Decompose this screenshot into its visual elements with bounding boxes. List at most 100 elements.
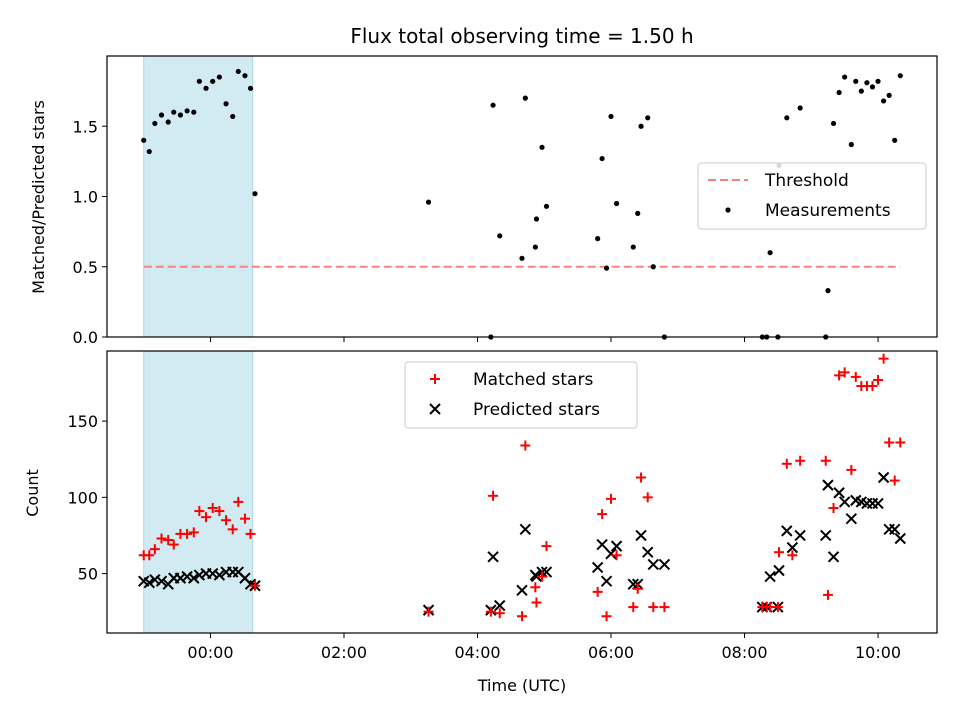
- cross-stroke-b: [138, 575, 150, 587]
- cross-stroke-b: [855, 496, 868, 508]
- measurement-point: [165, 119, 171, 125]
- cross-stroke-b: [833, 487, 845, 499]
- x-tick-label: 10:00: [855, 643, 901, 662]
- measurement-point: [880, 98, 887, 104]
- matched-star-point: [233, 496, 244, 507]
- bottom-y-axis-label: Count: [23, 469, 42, 517]
- matched-star-point: [144, 550, 155, 561]
- matched-star-point: [632, 583, 643, 594]
- matched-star-point: [606, 493, 617, 504]
- legend-measurements-label: Measurements: [765, 201, 891, 221]
- matched-star-point: [601, 611, 612, 622]
- legend-predicted-swatch: [429, 403, 441, 415]
- matched-star-point: [611, 550, 622, 561]
- cross-stroke-b: [494, 599, 506, 612]
- bottom-y-ticks: 50 100 150: [67, 412, 107, 584]
- cross-stroke-b: [193, 569, 206, 581]
- top-x-ticks: [209, 337, 879, 342]
- measurement-point: [497, 233, 503, 239]
- cross-stroke-b: [850, 494, 862, 507]
- x-tick-label: 06:00: [588, 643, 634, 662]
- cross-stroke-b: [174, 572, 187, 584]
- predicted-star-point: [820, 529, 832, 542]
- cross-stroke-b: [794, 529, 806, 542]
- top-panel: 0.0 0.5 1.0 1.5 Matched/Predicted stars Thr…: [29, 55, 938, 347]
- measurement-point: [897, 73, 903, 79]
- cross-stroke-b: [206, 567, 219, 580]
- top-shaded-region-layer: [143, 55, 254, 338]
- predicted-star-point: [658, 558, 671, 571]
- cross-stroke-b: [658, 558, 671, 571]
- measurement-point: [152, 120, 158, 127]
- legend-measurements-swatch: [725, 207, 731, 213]
- predicted-star-point: [642, 546, 654, 558]
- measurement-point: [886, 92, 892, 98]
- measurement-point: [216, 74, 222, 80]
- cross-stroke-b: [820, 529, 832, 542]
- matched-star-point: [188, 527, 199, 538]
- predicted-star-point: [647, 558, 659, 571]
- predicted-star-point: [786, 541, 799, 554]
- measurement-point: [203, 85, 209, 91]
- cross-stroke-b: [232, 566, 244, 578]
- measurement-point: [242, 73, 248, 79]
- predicted-star-point: [635, 529, 647, 542]
- measurement-point: [869, 84, 876, 90]
- bottom-y-tick-label: 100: [67, 488, 98, 507]
- predicted-star-point: [773, 564, 785, 577]
- matched-star-point: [194, 506, 205, 517]
- predicted-star-point: [516, 584, 528, 597]
- measurement-point: [141, 137, 147, 143]
- cross-stroke-b: [143, 576, 155, 589]
- matched-star-point: [772, 602, 783, 613]
- matched-star-point: [884, 437, 895, 448]
- top-legend-box: [697, 162, 927, 230]
- matched-star-point: [846, 464, 857, 475]
- measurement-point: [543, 203, 550, 209]
- measurement-point: [595, 236, 601, 242]
- measurement-point: [767, 250, 773, 256]
- matched-star-point: [597, 509, 608, 520]
- measurement-point: [235, 68, 241, 75]
- cross-stroke-b: [519, 523, 532, 536]
- matched-star-point: [787, 550, 798, 561]
- predicted-star-point: [838, 496, 851, 508]
- predicted-star-point: [600, 575, 613, 587]
- matched-star-point: [820, 455, 831, 466]
- predicted-star-point: [781, 525, 793, 537]
- cross-stroke-b: [149, 573, 161, 586]
- observing-window-shade: [143, 350, 254, 634]
- cross-stroke-b: [181, 570, 193, 583]
- measurement-point: [533, 216, 540, 222]
- predicted-star-point: [889, 523, 901, 536]
- measurement-point: [252, 191, 258, 197]
- cross-stroke-b: [429, 403, 441, 415]
- predicted-star-point: [206, 567, 219, 580]
- matched-star-point: [163, 535, 174, 546]
- matched-star-point: [201, 512, 212, 523]
- predicted-star-point: [866, 497, 879, 510]
- cross-stroke-b: [155, 575, 168, 587]
- predicted-star-point: [894, 532, 906, 545]
- measurement-point: [247, 85, 254, 91]
- measurement-point: [784, 115, 790, 121]
- measurement-point: [177, 112, 184, 118]
- measurement-point: [608, 113, 614, 120]
- cross-stroke-b: [213, 569, 226, 581]
- matched-star-point: [795, 455, 806, 466]
- cross-stroke-b: [244, 578, 257, 590]
- cross-stroke-b: [610, 540, 623, 552]
- cross-stroke-b: [838, 496, 851, 508]
- matched-star-point: [648, 602, 659, 613]
- top-y-axis-label: Matched/Predicted stars: [29, 100, 48, 294]
- matched-star-point: [659, 602, 670, 613]
- x-tick-label: 02:00: [321, 643, 367, 662]
- measurement-point: [146, 148, 152, 155]
- matched-star-point: [541, 541, 552, 552]
- predicted-star-point: [181, 570, 193, 583]
- bottom-marks-layer: [138, 353, 906, 622]
- matched-star-point: [537, 571, 548, 582]
- matched-star-point: [156, 533, 167, 544]
- predicted-star-point: [596, 538, 608, 551]
